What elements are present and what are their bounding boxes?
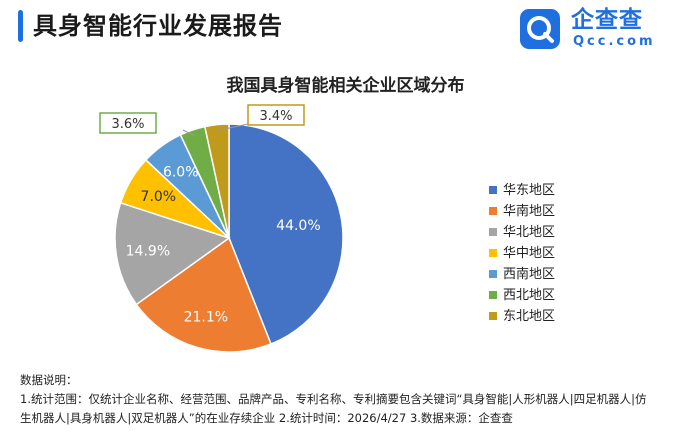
notes-line-2: 生机器人|具身机器人|双足机器人”的在业存续企业 2.统计时间：2026/4/2…: [20, 411, 513, 425]
legend-label-2: 华南地区: [503, 204, 556, 219]
legend-item-4: 华中地区: [489, 243, 555, 264]
data-label-2: 21.1%: [184, 310, 228, 326]
brand-domain: Qcc.com: [573, 34, 656, 49]
legend-item-6: 西北地区: [489, 285, 555, 306]
data-label-4: 7.0%: [141, 189, 177, 205]
label-leader-line-7: [217, 123, 249, 132]
legend-swatch-2: [489, 207, 497, 215]
label-leader-line-6: [182, 129, 195, 137]
notes-heading: 数据说明：: [20, 373, 78, 387]
legend-label-6: 西北地区: [503, 288, 556, 303]
legend-label-5: 西南地区: [503, 267, 556, 282]
legend-label-1: 华东地区: [503, 183, 556, 198]
data-label-5: 6.0%: [163, 165, 199, 181]
legend-swatch-4: [489, 249, 497, 257]
data-label-7: 3.4%: [259, 109, 292, 124]
notes-line-1: 1.统计范围：仅统计企业名称、经营范围、品牌产品、专利名称、专利摘要包含关键词“…: [20, 392, 647, 406]
data-label-1: 44.0%: [276, 218, 320, 234]
pie-slice-2: [135, 236, 272, 353]
chart-title: 我国具身智能相关企业区域分布: [226, 76, 465, 96]
pie-slice-3: [114, 201, 231, 306]
pie-slice-7: [203, 123, 230, 239]
legend-label-3: 华北地区: [503, 225, 556, 240]
legend-item-2: 华南地区: [489, 201, 555, 222]
legend-item-3: 华北地区: [489, 222, 555, 243]
legend-swatch-3: [489, 228, 497, 236]
legend-swatch-5: [489, 270, 497, 278]
data-label-6: 3.6%: [111, 117, 144, 132]
legend-item-7: 东北地区: [489, 306, 555, 327]
data-label-3: 14.9%: [126, 244, 170, 260]
legend-item-1: 华东地区: [489, 180, 555, 201]
legend-swatch-6: [489, 291, 497, 299]
legend-item-5: 西南地区: [489, 264, 555, 285]
header-accent-bar: [18, 10, 23, 42]
label-box-7: [247, 104, 305, 126]
brand-name: 企查查: [571, 7, 643, 33]
page-title: 具身智能行业发展报告: [33, 12, 283, 40]
legend-label-7: 东北地区: [503, 309, 556, 324]
brand-logo: 企查查 Qcc.com: [519, 7, 679, 52]
legend-swatch-7: [489, 312, 497, 320]
pie-slice-1: [228, 123, 344, 345]
legend-label-4: 华中地区: [503, 246, 556, 261]
chart-legend: 华东地区华南地区华北地区华中地区西南地区西北地区东北地区: [489, 180, 555, 327]
legend-swatch-1: [489, 186, 497, 194]
q-magnifier-icon: [520, 9, 560, 49]
data-notes: 数据说明： 1.统计范围：仅统计企业名称、经营范围、品牌产品、专利名称、专利摘要…: [20, 371, 647, 428]
label-box-6: [99, 112, 157, 134]
